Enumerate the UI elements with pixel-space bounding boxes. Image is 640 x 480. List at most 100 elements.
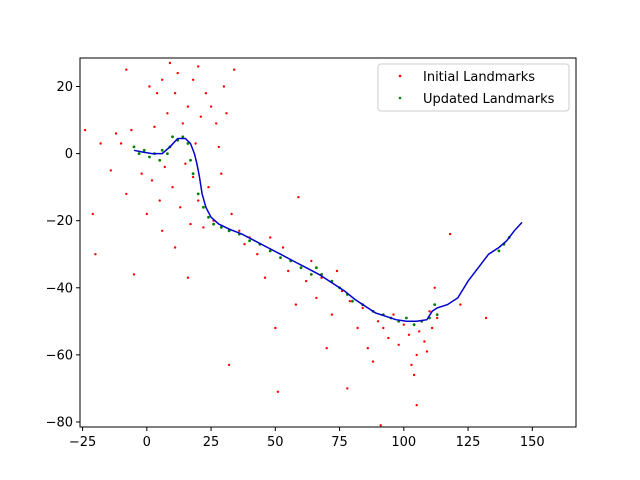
initial-landmark-point (238, 229, 241, 232)
initial-landmark-point (99, 142, 102, 145)
initial-landmark-point (197, 199, 200, 202)
updated-landmark-point (189, 158, 192, 162)
updated-landmark-point (171, 135, 174, 139)
initial-landmark-point (173, 92, 177, 95)
initial-landmark-point (83, 128, 87, 132)
initial-landmark-point (94, 253, 97, 256)
updated-landmark-point (166, 152, 169, 156)
initial-landmark-point (199, 115, 202, 118)
y-tick-label: 0 (65, 147, 73, 162)
updated-landmark-point (435, 313, 439, 316)
initial-landmark-point (173, 246, 177, 249)
initial-landmark-point (189, 222, 192, 226)
updated-landmark-point (299, 266, 303, 270)
updated-landmark-point (196, 192, 200, 196)
initial-landmark-point (230, 212, 233, 216)
initial-landmark-point (263, 276, 267, 279)
updated-landmark-point (219, 226, 223, 229)
legend-box (377, 63, 570, 112)
updated-landmark-point (412, 323, 416, 327)
initial-landmark-point (423, 340, 426, 343)
initial-landmark-point (171, 186, 174, 189)
initial-landmark-point (379, 424, 382, 427)
initial-landmark-point (114, 132, 118, 135)
initial-landmark-point (91, 212, 95, 216)
updated-landmark-point (207, 215, 210, 219)
initial-landmark-point (407, 333, 411, 336)
x-tick-label: 150 (520, 435, 545, 450)
y-tick-label: −40 (46, 281, 73, 296)
updated-landmark-point (137, 152, 141, 156)
x-tick-label: 25 (203, 435, 220, 450)
initial-landmark-point (215, 122, 218, 125)
initial-landmark-point (145, 212, 148, 216)
initial-landmark-point (297, 196, 300, 199)
updated-landmark-point (315, 266, 318, 270)
initial-landmark-point (243, 243, 246, 246)
updated-landmark-point (433, 303, 437, 306)
updated-landmarks-series (132, 135, 511, 327)
initial-landmark-point (109, 169, 113, 172)
updated-landmark-point (212, 222, 216, 226)
initial-landmark-point (305, 279, 308, 283)
initial-landmark-point (371, 360, 375, 363)
initial-landmark-point (382, 326, 385, 330)
updated-landmark-point (497, 249, 501, 253)
initial-landmark-point (233, 68, 236, 71)
initial-landmark-point (274, 326, 277, 330)
updated-landmark-point (248, 239, 252, 243)
initial-landmark-point (356, 326, 359, 330)
updated-landmark-point (405, 316, 408, 320)
initial-landmark-point (310, 259, 313, 263)
initial-landmark-point (155, 92, 159, 95)
initial-landmark-point (168, 61, 172, 65)
updated-landmark-point (132, 145, 136, 149)
y-tick-label: −20 (46, 214, 73, 229)
initial-landmark-point (448, 232, 452, 236)
initial-landmark-point (119, 142, 123, 145)
initial-landmark-point (222, 85, 226, 88)
trajectory-line (133, 137, 523, 323)
updated-landmark-point (158, 158, 162, 162)
initial-landmark-point (412, 373, 416, 377)
initial-landmark-point (220, 172, 223, 175)
initial-landmark-point (132, 273, 136, 276)
updated-landmark-point (268, 249, 272, 253)
axes-frame (79, 57, 577, 428)
initial-landmark-point (125, 68, 128, 71)
updated-landmark-point (351, 299, 354, 303)
x-tick-label: −25 (69, 435, 96, 450)
legend-marker-updated (398, 96, 402, 100)
initial-landmark-point (410, 363, 413, 367)
initial-landmark-point (256, 253, 259, 256)
initial-landmark-point (287, 269, 290, 273)
initial-landmark-point (430, 326, 434, 330)
initial-landmark-point (161, 78, 164, 82)
initial-landmark-point (276, 390, 280, 393)
initial-landmark-point (197, 65, 200, 68)
y-tick-label: −80 (46, 415, 73, 430)
y-tick-label: −60 (46, 348, 73, 363)
initial-landmark-point (325, 347, 328, 350)
initial-landmark-point (181, 122, 184, 125)
initial-landmark-point (130, 128, 133, 132)
initial-landmark-point (163, 165, 166, 169)
updated-landmark-point (191, 172, 195, 176)
initial-landmark-point (361, 306, 364, 310)
tick-layer: −25 0 25 50 75 100 125 150 20 0 −20 −40 −60 −80 (46, 80, 545, 450)
initial-landmark-point (397, 343, 400, 346)
updated-landmark-point (181, 135, 185, 139)
initial-landmark-point (346, 387, 349, 390)
initial-landmark-point (387, 336, 390, 340)
x-tick-label: 125 (456, 435, 481, 450)
initial-landmark-point (392, 313, 395, 316)
legend: Initial Landmarks Updated Landmarks (377, 63, 570, 112)
initial-landmark-point (376, 320, 380, 323)
initial-landmark-point (402, 323, 405, 326)
initial-landmark-point (184, 162, 187, 165)
updated-landmark-point (148, 155, 151, 159)
updated-landmark-point (202, 205, 205, 209)
initial-landmark-point (415, 353, 418, 357)
initial-landmark-point (140, 172, 143, 175)
